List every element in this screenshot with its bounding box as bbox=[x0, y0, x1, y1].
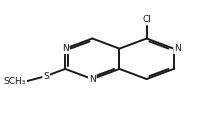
Text: N: N bbox=[89, 75, 96, 84]
Text: N: N bbox=[174, 44, 181, 53]
Text: SCH₃: SCH₃ bbox=[4, 77, 26, 86]
Text: S: S bbox=[43, 72, 49, 81]
Text: Cl: Cl bbox=[142, 15, 151, 24]
Text: N: N bbox=[62, 44, 69, 53]
